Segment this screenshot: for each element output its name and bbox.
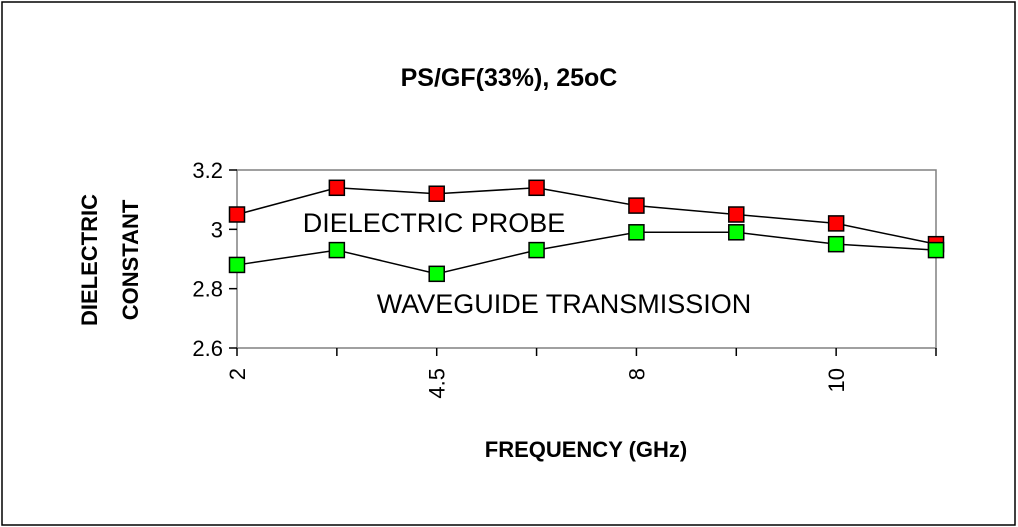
series-2-marker: [228, 256, 246, 274]
x-tick-label: 2: [225, 368, 250, 380]
series-2-marker: [728, 224, 745, 241]
y-tick-label: 2.6: [192, 336, 223, 361]
annotation-dielectric-probe: DIELECTRIC PROBE: [303, 208, 566, 238]
chart-title: PS/GF(33%), 25oC: [401, 64, 618, 92]
x-axis: 2 4.5 8 10: [225, 348, 937, 399]
series-1-marker: [428, 185, 445, 202]
series-2-marker: [528, 241, 545, 259]
series-2-marker: [328, 241, 346, 259]
series-2-marker: [628, 224, 645, 241]
x-tick-label: 10: [824, 368, 849, 392]
y-tick-label: 2.8: [192, 277, 223, 302]
x-axis-title: FREQUENCY (GHz): [485, 437, 688, 462]
series-1-marker: [628, 197, 645, 214]
x-tick-label: 8: [624, 368, 649, 380]
series-1-marker: [528, 179, 545, 197]
series-layer: [228, 179, 945, 283]
x-tick-label: 4.5: [425, 368, 450, 399]
series-2-marker: [827, 235, 845, 253]
series-1-marker: [328, 179, 346, 197]
series-1-line: [236, 187, 937, 245]
y-axis-title-line1: DIELECTRIC: [77, 194, 102, 326]
series-2-line: [236, 231, 937, 275]
series-1-marker: [728, 206, 745, 223]
annotation-waveguide-transmission: WAVEGUIDE TRANSMISSION: [377, 289, 752, 319]
series-1-marker: [228, 206, 246, 223]
series-2-marker: [428, 265, 445, 283]
y-axis-title-line2: CONSTANT: [118, 199, 143, 320]
y-axis: 2.6 2.8 3 3.2: [192, 158, 237, 361]
series-1-marker: [827, 215, 845, 232]
y-tick-label: 3.2: [192, 158, 223, 183]
y-tick-label: 3: [211, 217, 223, 242]
series-2-marker: [927, 241, 945, 259]
